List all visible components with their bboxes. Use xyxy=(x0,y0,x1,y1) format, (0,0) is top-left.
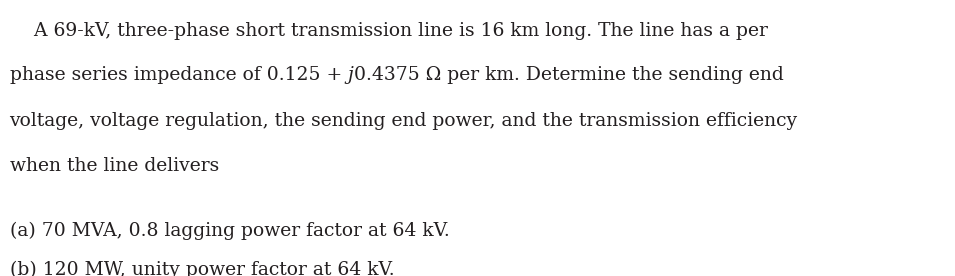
Text: A 69-kV, three-phase short transmission line is 16 km long. The line has a per: A 69-kV, three-phase short transmission … xyxy=(10,22,768,40)
Text: j: j xyxy=(348,66,353,84)
Text: phase series impedance of 0.125 +: phase series impedance of 0.125 + xyxy=(10,66,348,84)
Text: (b) 120 MW, unity power factor at 64 kV.: (b) 120 MW, unity power factor at 64 kV. xyxy=(10,261,394,276)
Text: when the line delivers: when the line delivers xyxy=(10,157,219,175)
Text: 0.4375 Ω per km. Determine the sending end: 0.4375 Ω per km. Determine the sending e… xyxy=(353,66,783,84)
Text: (a) 70 MVA, 0.8 lagging power factor at 64 kV.: (a) 70 MVA, 0.8 lagging power factor at … xyxy=(10,222,449,240)
Text: voltage, voltage regulation, the sending end power, and the transmission efficie: voltage, voltage regulation, the sending… xyxy=(10,112,797,130)
